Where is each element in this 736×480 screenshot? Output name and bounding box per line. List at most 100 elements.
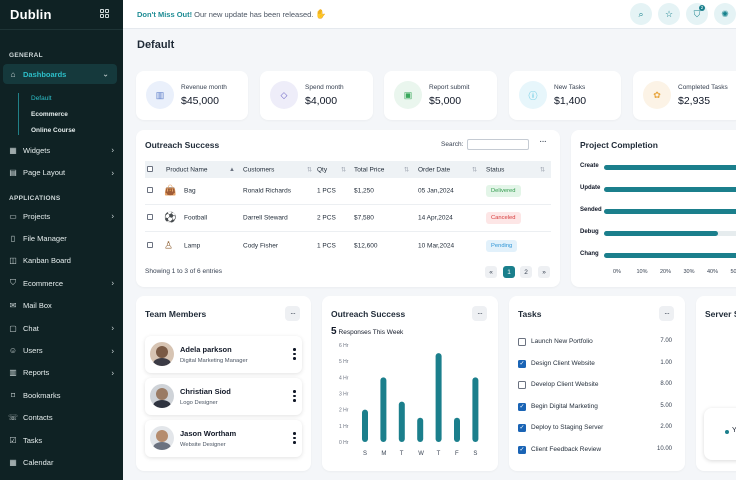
status-badge: Delivered [486, 185, 521, 197]
sidebar-item-label: Kanban Board [23, 256, 71, 266]
sidebar-item-chat[interactable]: ▢ Chat › [0, 317, 123, 339]
member-card[interactable]: Christian Siod Logo Designer [145, 378, 302, 415]
task-checkbox[interactable] [518, 338, 526, 346]
sidebar-item-projects[interactable]: ▭ Projects › [0, 205, 123, 227]
task-checkbox[interactable]: ✓ [518, 402, 526, 411]
task-value: 1.00 [660, 359, 672, 366]
select-all-checkbox[interactable] [147, 165, 153, 172]
more-vertical-icon[interactable] [293, 390, 296, 404]
member-card[interactable]: Adela parkson Digital Marketing Manager [145, 336, 302, 373]
chart-bar[interactable] [362, 409, 368, 442]
row-checkbox[interactable] [147, 241, 153, 248]
task-checkbox[interactable] [518, 381, 526, 390]
sidebar-item-mail-box[interactable]: ✉ Mail Box [0, 295, 123, 317]
star-icon[interactable]: ☆ [658, 3, 680, 25]
sidebar-item-bookmarks[interactable]: ⌑ Bookmarks [0, 384, 123, 406]
sidebar-subitem-ecommerce[interactable]: Ecommerce [0, 106, 123, 122]
sidebar-item-ecommerce[interactable]: ⛉ Ecommerce › [0, 272, 123, 294]
sort-icon[interactable]: ⇅ [472, 167, 478, 173]
chart-bar[interactable] [454, 417, 460, 442]
brand-logo[interactable]: Dublin [0, 0, 123, 30]
task-checkbox[interactable]: ✓ [518, 446, 526, 454]
theme-toggle-icon[interactable]: ✺ [714, 3, 736, 25]
task-checkbox[interactable]: ✓ [518, 424, 526, 433]
card-title: Team Members [145, 309, 207, 319]
task-item[interactable]: ✓ Design Client Website 1.00 [518, 357, 672, 371]
sidebar: Dublin GENERAL ⌂ Dashboards ⌄ Default Ec… [0, 0, 123, 480]
pager-page-1[interactable]: 1 [503, 266, 515, 278]
member-role: Digital Marketing Manager [180, 358, 248, 364]
sidebar-subitem-label: Default [31, 94, 52, 102]
table-row[interactable]: ♙ Lamp Cody Fisher 1 PCS $12,600 10 Mar,… [145, 232, 551, 259]
progress-bar [604, 165, 736, 170]
table-row[interactable]: ⚽ Football Darrell Steward 2 PCS $7,580 … [145, 205, 551, 232]
chart-bar[interactable] [380, 377, 387, 442]
sidebar-item-label: Page Layout [23, 168, 66, 178]
more-vertical-icon[interactable] [293, 348, 296, 362]
chart-bar[interactable] [435, 353, 442, 442]
sidebar-item-kanban-board[interactable]: ◫ Kanban Board [0, 250, 123, 272]
announcement-highlight[interactable]: Don't Miss Out! [137, 9, 193, 19]
chart-bar[interactable] [398, 401, 405, 442]
table-header: Product Name ▲ Customers ⇅ Qty ⇅ Total P… [145, 161, 551, 178]
stat-label: Spend month [305, 84, 344, 91]
col-status[interactable]: Status [486, 166, 505, 173]
cell-price: $12,600 [354, 242, 378, 249]
task-item[interactable]: ✓ Deploy to Staging Server 2.00 [518, 421, 672, 435]
more-button[interactable]: ··· [285, 306, 300, 321]
sidebar-item-calendar[interactable]: ▦ Calendar [0, 451, 123, 473]
sidebar-subitem-default[interactable]: Default [0, 90, 123, 106]
chart-bar[interactable] [472, 377, 479, 442]
search-icon[interactable]: ⌕ [630, 3, 652, 25]
sidebar-item-tasks[interactable]: ☑ Tasks [0, 429, 123, 451]
sort-icon[interactable]: ⇅ [540, 167, 546, 173]
table-search-input[interactable] [467, 139, 529, 150]
task-value: 8.00 [660, 381, 672, 388]
more-button[interactable]: ··· [659, 306, 674, 321]
users-icon: ☺ [8, 346, 18, 356]
sidebar-item-dashboards[interactable]: ⌂ Dashboards ⌄ [3, 64, 117, 84]
chat-icon: ▢ [9, 323, 17, 333]
col-qty[interactable]: Qty [317, 166, 328, 173]
team-members-card: Team Members ··· Adela parkson Digital M… [136, 296, 311, 471]
task-item[interactable]: ✓ Begin Digital Marketing 5.00 [518, 400, 672, 414]
pager-prev-button[interactable]: « [485, 266, 497, 278]
more-icon[interactable]: ··· [539, 136, 547, 147]
pager-next-button[interactable]: » [538, 266, 550, 278]
sidebar-item-widgets[interactable]: ▦ Widgets › [0, 139, 123, 161]
sidebar-item-contacts[interactable]: ☏ Contacts [0, 407, 123, 429]
report-icon: ▣ [394, 81, 422, 109]
col-product-name[interactable]: Product Name [166, 166, 208, 173]
chevron-right-icon: › [111, 368, 114, 378]
sidebar-item-reports[interactable]: ▥ Reports › [0, 362, 123, 384]
sort-icon[interactable]: ⇅ [404, 167, 410, 173]
row-checkbox[interactable] [147, 214, 153, 220]
row-checkbox[interactable] [147, 187, 153, 193]
member-card[interactable]: Jason Wortham Website Designer [145, 420, 302, 457]
task-label: Develop Client Website [531, 381, 599, 389]
col-total-price[interactable]: Total Price [354, 166, 385, 173]
chart-bar[interactable] [417, 417, 424, 442]
task-item[interactable]: Develop Client Website 8.00 [518, 378, 672, 392]
sort-icon[interactable]: ▲ [229, 166, 235, 173]
task-item[interactable]: ✓ Client Feedback Review 10.00 [518, 443, 672, 457]
sidebar-item-page-layout[interactable]: ▤ Page Layout › [0, 161, 123, 183]
more-button[interactable]: ··· [472, 306, 487, 321]
col-customers[interactable]: Customers [243, 166, 275, 173]
task-item[interactable]: Launch New Portfolio 7.00 [518, 335, 672, 349]
progress-axis-tick: 50 [730, 269, 736, 275]
pager-page-2[interactable]: 2 [520, 266, 532, 278]
sidebar-item-users[interactable]: ☺ Users › [0, 339, 123, 361]
stat-card-new-tasks: ⓘ New Tasks $1,400 [509, 71, 621, 120]
more-vertical-icon[interactable] [293, 432, 296, 446]
sort-icon[interactable]: ⇅ [307, 167, 313, 173]
task-checkbox[interactable]: ✓ [518, 359, 526, 368]
sidebar-subitem-online-course[interactable]: Online Course [0, 122, 123, 138]
sort-icon[interactable]: ⇅ [341, 167, 347, 173]
table-row[interactable]: 👜 Bag Ronald Richards 1 PCS $1,250 05 Ja… [145, 178, 551, 205]
sidebar-item-file-manager[interactable]: ▯ File Manager [0, 227, 123, 249]
col-order-date[interactable]: Order Date [418, 166, 451, 173]
cart-icon[interactable]: ⛉ 2 [686, 3, 708, 25]
apps-grid-icon[interactable] [100, 9, 109, 18]
x-axis-tick: S [363, 451, 367, 457]
